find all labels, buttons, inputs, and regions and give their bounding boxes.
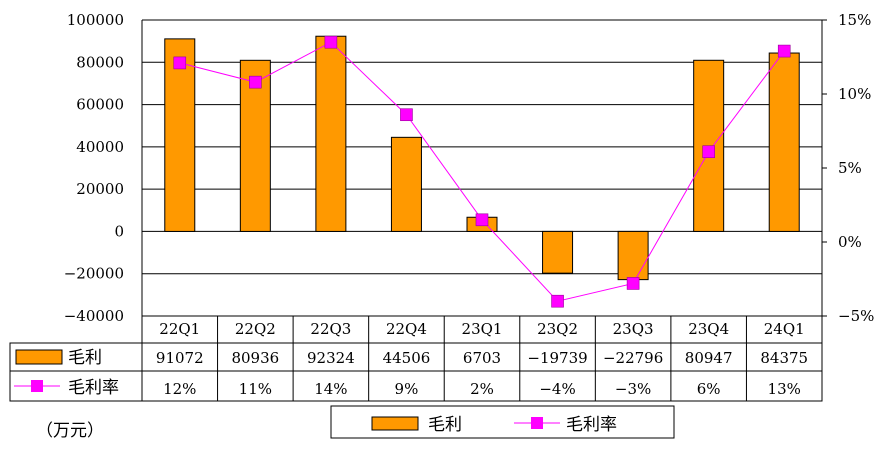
category-label: 22Q1 <box>159 320 200 338</box>
left-tick-label: 80000 <box>76 53 124 71</box>
marker-23q4 <box>702 145 715 159</box>
bar-value-label: 80947 <box>685 349 733 367</box>
bar-value-label: 44506 <box>383 349 431 367</box>
legend-key-marker <box>531 417 543 429</box>
bar-23q3 <box>617 230 649 281</box>
left-tick-label: −40000 <box>64 307 124 325</box>
bar-22q3 <box>315 35 347 232</box>
margin-value-label: 11% <box>239 380 272 398</box>
marker-22q3 <box>324 35 338 49</box>
left-tick-label: −20000 <box>64 265 124 283</box>
line-series <box>173 35 791 308</box>
right-tick-label: −5% <box>838 307 874 325</box>
left-axis-ticks: 100000 80000 60000 40000 20000 0 −20000 −40000 <box>64 11 124 325</box>
category-label: 23Q1 <box>462 320 503 338</box>
category-label: 22Q3 <box>310 320 351 338</box>
left-tick-label: 40000 <box>76 138 124 156</box>
margin-value-label: −3% <box>615 380 651 398</box>
marker-22q1 <box>173 56 187 70</box>
left-tick-label: 100000 <box>67 11 124 29</box>
bar-value-label: 92324 <box>307 349 355 367</box>
row-key-bar <box>15 349 63 365</box>
row-label-line: 毛利率 <box>68 378 119 398</box>
category-label: 23Q2 <box>537 320 578 338</box>
marker-24q1 <box>777 44 791 58</box>
unit-label: （万元） <box>36 421 104 441</box>
marker-22q2 <box>249 75 262 89</box>
right-tick-label: 15% <box>838 11 871 29</box>
margin-value-label: 13% <box>768 380 801 398</box>
left-tick-label: 20000 <box>76 180 124 198</box>
bar-22q2 <box>239 59 271 232</box>
category-label: 24Q1 <box>764 320 805 338</box>
bar-value-label: −19739 <box>527 349 587 367</box>
margin-value-label: 14% <box>314 380 347 398</box>
bar-series <box>164 35 800 281</box>
data-table: 22Q1 91072 12% 22Q2 80936 11% 22Q3 92324 14% 22Q4… <box>9 315 823 402</box>
bar-22q4 <box>390 136 422 232</box>
bar-23q4 <box>693 59 725 232</box>
right-tick-label: 0% <box>838 233 862 251</box>
left-tick-label: 0 <box>114 222 124 240</box>
bar-value-label: 80936 <box>231 349 279 367</box>
bar-23q2 <box>542 230 574 274</box>
row-key-marker <box>31 380 43 392</box>
category-label: 22Q4 <box>386 320 427 338</box>
category-label: 23Q3 <box>613 320 654 338</box>
margin-value-label: 9% <box>395 380 419 398</box>
margin-value-label: 12% <box>163 380 196 398</box>
marker-23q2 <box>551 294 564 308</box>
right-axis-ticks: 15% 10% 5% 0% −5% <box>838 11 874 325</box>
marker-22q4 <box>400 108 413 122</box>
bar-24q1 <box>768 52 800 232</box>
margin-value-label: −4% <box>539 380 575 398</box>
row-label-bar: 毛利 <box>68 348 102 368</box>
legend: 毛利 毛利率 <box>330 405 675 439</box>
bar-value-label: 6703 <box>463 349 501 367</box>
axes <box>141 19 827 317</box>
marker-23q1 <box>475 213 489 227</box>
bar-22q1 <box>164 38 196 232</box>
margin-value-label: 2% <box>470 380 494 398</box>
left-tick-label: 60000 <box>76 96 124 114</box>
right-tick-label: 10% <box>838 85 871 103</box>
right-tick-label: 5% <box>838 159 862 177</box>
legend-label-bar: 毛利 <box>428 415 462 435</box>
margin-value-label: 6% <box>697 380 721 398</box>
bar-value-label: −22796 <box>603 349 663 367</box>
marker-23q3 <box>626 277 640 290</box>
bar-value-label: 84375 <box>760 349 808 367</box>
legend-key-bar <box>371 416 419 431</box>
bar-value-label: 91072 <box>156 349 204 367</box>
category-label: 22Q2 <box>235 320 276 338</box>
legend-label-line: 毛利率 <box>566 415 617 435</box>
category-label: 23Q4 <box>688 320 729 338</box>
